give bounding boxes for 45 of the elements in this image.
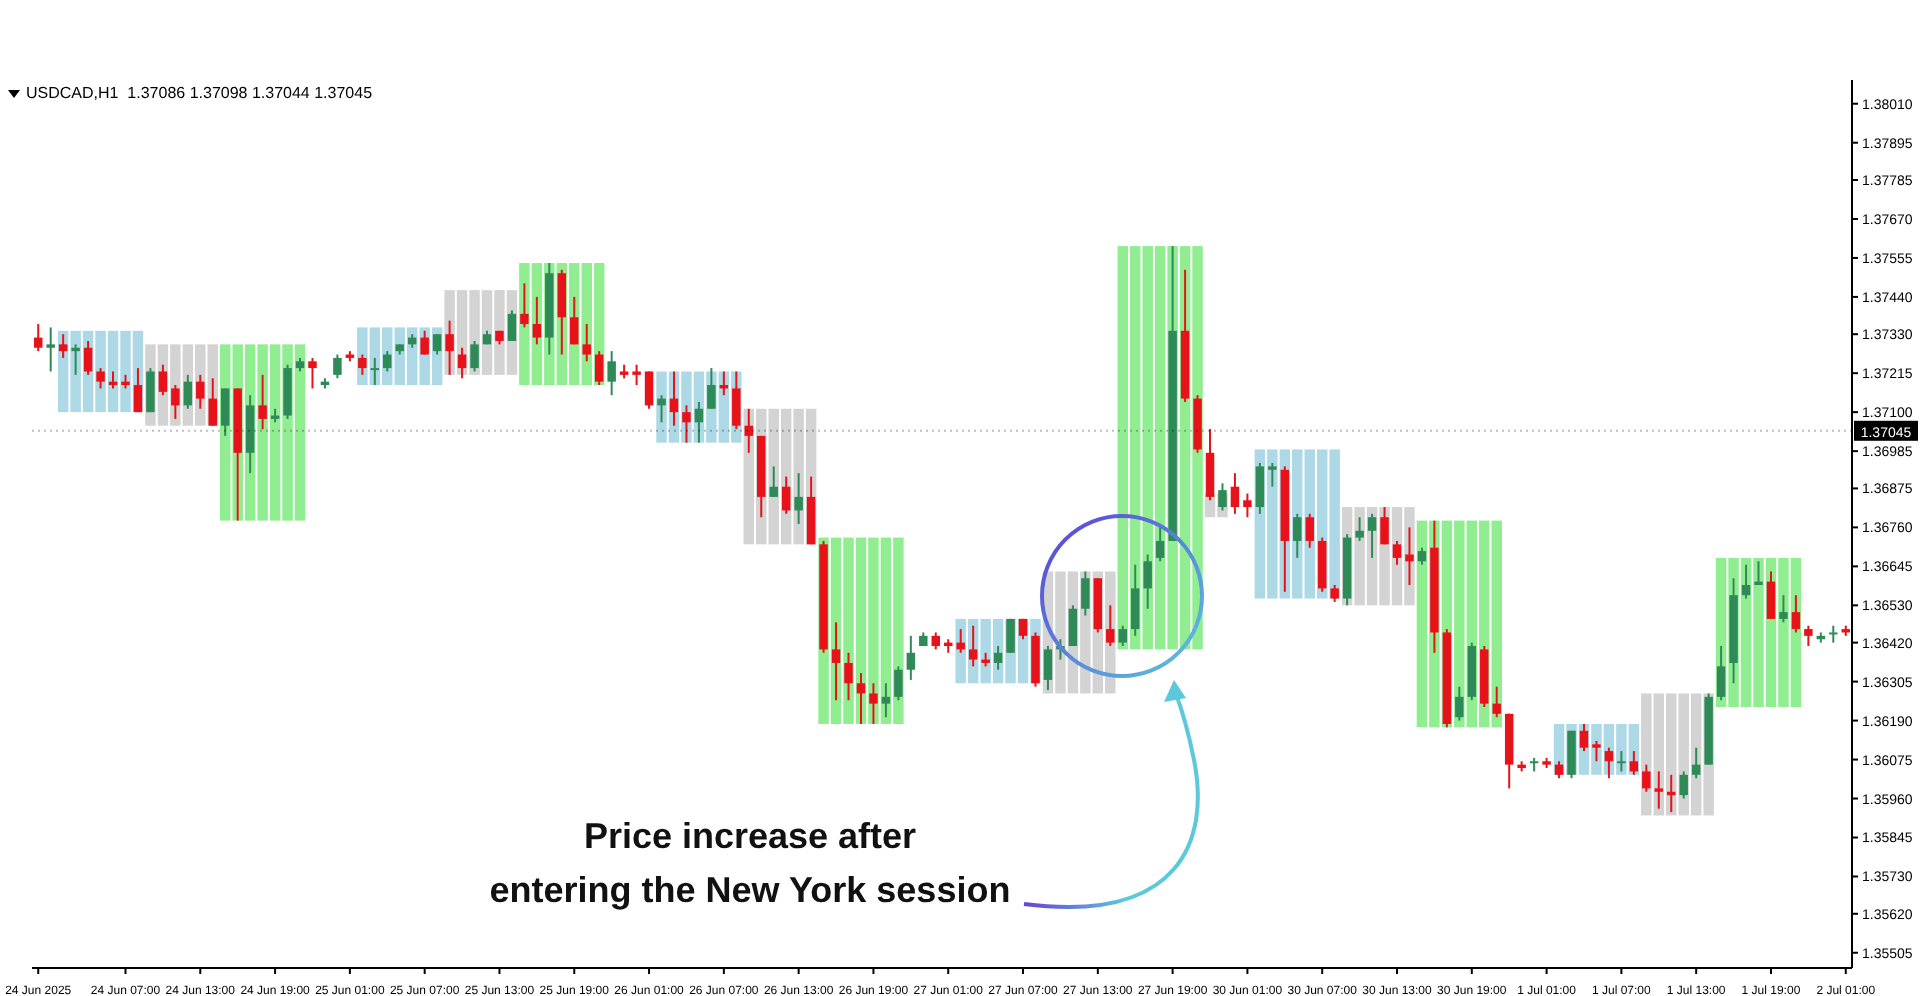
candlestick — [1791, 594, 1801, 634]
candlestick — [1230, 472, 1240, 515]
candlestick — [607, 350, 616, 397]
candlestick — [1293, 512, 1302, 559]
candlestick — [1741, 563, 1751, 600]
candlestick — [1243, 492, 1252, 519]
candlestick — [869, 682, 878, 725]
candlestick — [632, 363, 641, 387]
candlestick — [1654, 770, 1664, 810]
candlestick — [1492, 685, 1501, 719]
candlestick — [1268, 461, 1277, 488]
candlestick — [769, 465, 778, 498]
candlestick — [1691, 746, 1701, 780]
candlestick — [220, 387, 230, 437]
candlestick — [856, 672, 866, 725]
candlestick — [1679, 770, 1688, 800]
candlestick — [894, 665, 903, 702]
candlestick — [594, 350, 604, 387]
candlestick — [1642, 763, 1651, 793]
candlestick — [308, 356, 317, 390]
annotation: Price increase after entering the New York session — [487, 814, 1013, 914]
candlestick — [1392, 539, 1402, 566]
chart-title: USDCAD,H1 1.37086 1.37098 1.37044 1.37045 — [26, 84, 373, 102]
candlestick — [96, 367, 105, 390]
candlestick — [1455, 685, 1464, 722]
candlestick — [844, 651, 853, 702]
candlestick — [283, 363, 292, 420]
candlestick — [781, 475, 791, 515]
candlestick — [58, 333, 68, 359]
candlestick — [33, 323, 43, 353]
candlestick — [906, 634, 916, 681]
candlestick — [1143, 553, 1152, 610]
candlestick — [1779, 594, 1788, 624]
candlestick — [1355, 516, 1364, 542]
candlestick — [258, 373, 267, 431]
candlestick — [46, 326, 55, 373]
candlestick — [1155, 523, 1165, 563]
candlestick — [1118, 624, 1127, 648]
candlestick — [582, 323, 591, 363]
candlestick — [1130, 563, 1140, 637]
candlestick — [1305, 512, 1314, 549]
candlestick — [644, 370, 654, 410]
candlestick — [333, 353, 342, 380]
candlestick — [1804, 624, 1813, 648]
candlestick — [881, 682, 891, 719]
